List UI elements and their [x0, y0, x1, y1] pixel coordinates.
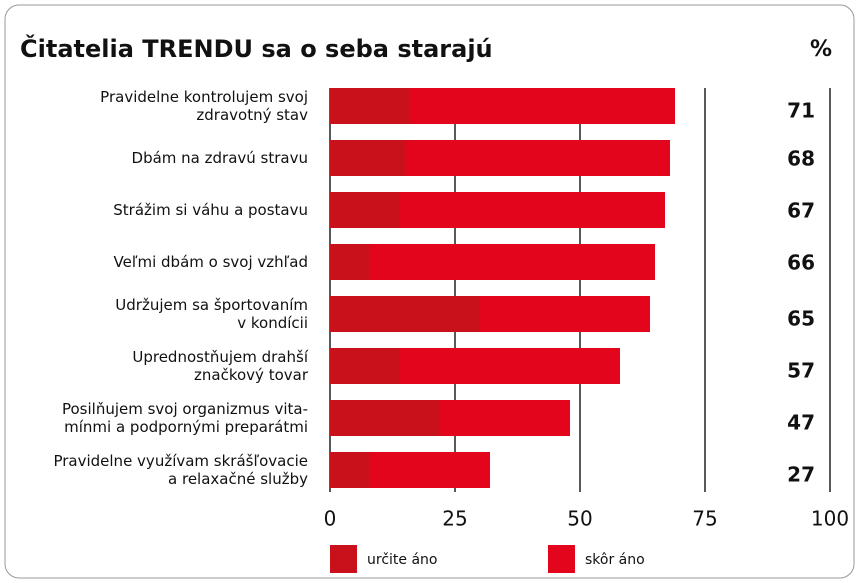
bar-segment: [405, 140, 670, 176]
category-label: Posilňujem svoj organizmus vita-mínmi a …: [62, 400, 308, 436]
legend-label: určite áno: [367, 552, 437, 568]
category-label: Udržujem sa športovaním v kondícii: [115, 296, 308, 332]
category-label: Uprednostňujem drahší značkový tovar: [132, 348, 308, 384]
x-tick-label: 0: [324, 507, 337, 531]
category-line: v kondícii: [237, 314, 308, 332]
bar-segment: [330, 88, 410, 124]
total-label: 68: [787, 147, 815, 171]
bar-segment: [370, 452, 490, 488]
x-tick-label: 25: [442, 507, 467, 531]
category-line: Posilňujem svoj organizmus vita-: [62, 400, 308, 418]
category-line: a relaxačné služby: [168, 470, 308, 488]
category-label: Veľmi dbám o svoj vzhľad: [114, 253, 308, 271]
category-line: Dbám na zdravú stravu: [132, 149, 308, 167]
legend-label: skôr áno: [585, 552, 645, 568]
category-label: Dbám na zdravú stravu: [132, 149, 308, 167]
category-label: Pravidelne kontrolujem svoj zdravotný sta…: [100, 88, 308, 124]
bar-segment: [480, 296, 650, 332]
bar-segment: [330, 348, 400, 384]
total-label: 67: [787, 199, 815, 223]
bar-segment: [400, 192, 665, 228]
bar-segment: [330, 244, 370, 280]
x-tick-label: 75: [692, 507, 717, 531]
total-label: 66: [787, 251, 815, 275]
bar-segment: [330, 140, 405, 176]
bar-segment: [410, 88, 675, 124]
category-line: Uprednostňujem drahší: [132, 348, 308, 366]
category-line: Pravidelne využívam skrášľovacie: [53, 452, 308, 470]
x-tick-label: 100: [811, 507, 849, 531]
bar-segment: [330, 400, 440, 436]
bar-segment: [440, 400, 570, 436]
legend-swatch: [548, 545, 575, 573]
bar-segment: [330, 192, 400, 228]
unit-label: %: [810, 37, 832, 62]
category-line: zdravotný stav: [196, 106, 308, 124]
total-label: 27: [787, 463, 815, 487]
total-label: 57: [787, 359, 815, 383]
bar-segment: [330, 452, 370, 488]
category-label: Pravidelne využívam skrášľovacie a relaxa…: [53, 452, 308, 488]
total-label: 47: [787, 411, 815, 435]
category-line: Veľmi dbám o svoj vzhľad: [114, 253, 308, 271]
x-tick-label: 50: [567, 507, 592, 531]
bar-segment: [370, 244, 655, 280]
category-label: Strážim si váhu a postavu: [113, 201, 308, 219]
chart-title: Čitatelia TRENDU sa o seba starajú: [20, 33, 493, 63]
total-label: 71: [787, 99, 815, 123]
legend-swatch: [330, 545, 357, 573]
bar-segment: [330, 296, 480, 332]
total-label: 65: [787, 307, 815, 331]
category-line: Pravidelne kontrolujem svoj: [100, 88, 308, 106]
category-line: mínmi a podpornými preparátmi: [64, 418, 308, 436]
bar-segment: [400, 348, 620, 384]
category-line: Strážim si váhu a postavu: [113, 201, 308, 219]
category-line: Udržujem sa športovaním: [115, 296, 308, 314]
category-line: značkový tovar: [194, 366, 309, 384]
